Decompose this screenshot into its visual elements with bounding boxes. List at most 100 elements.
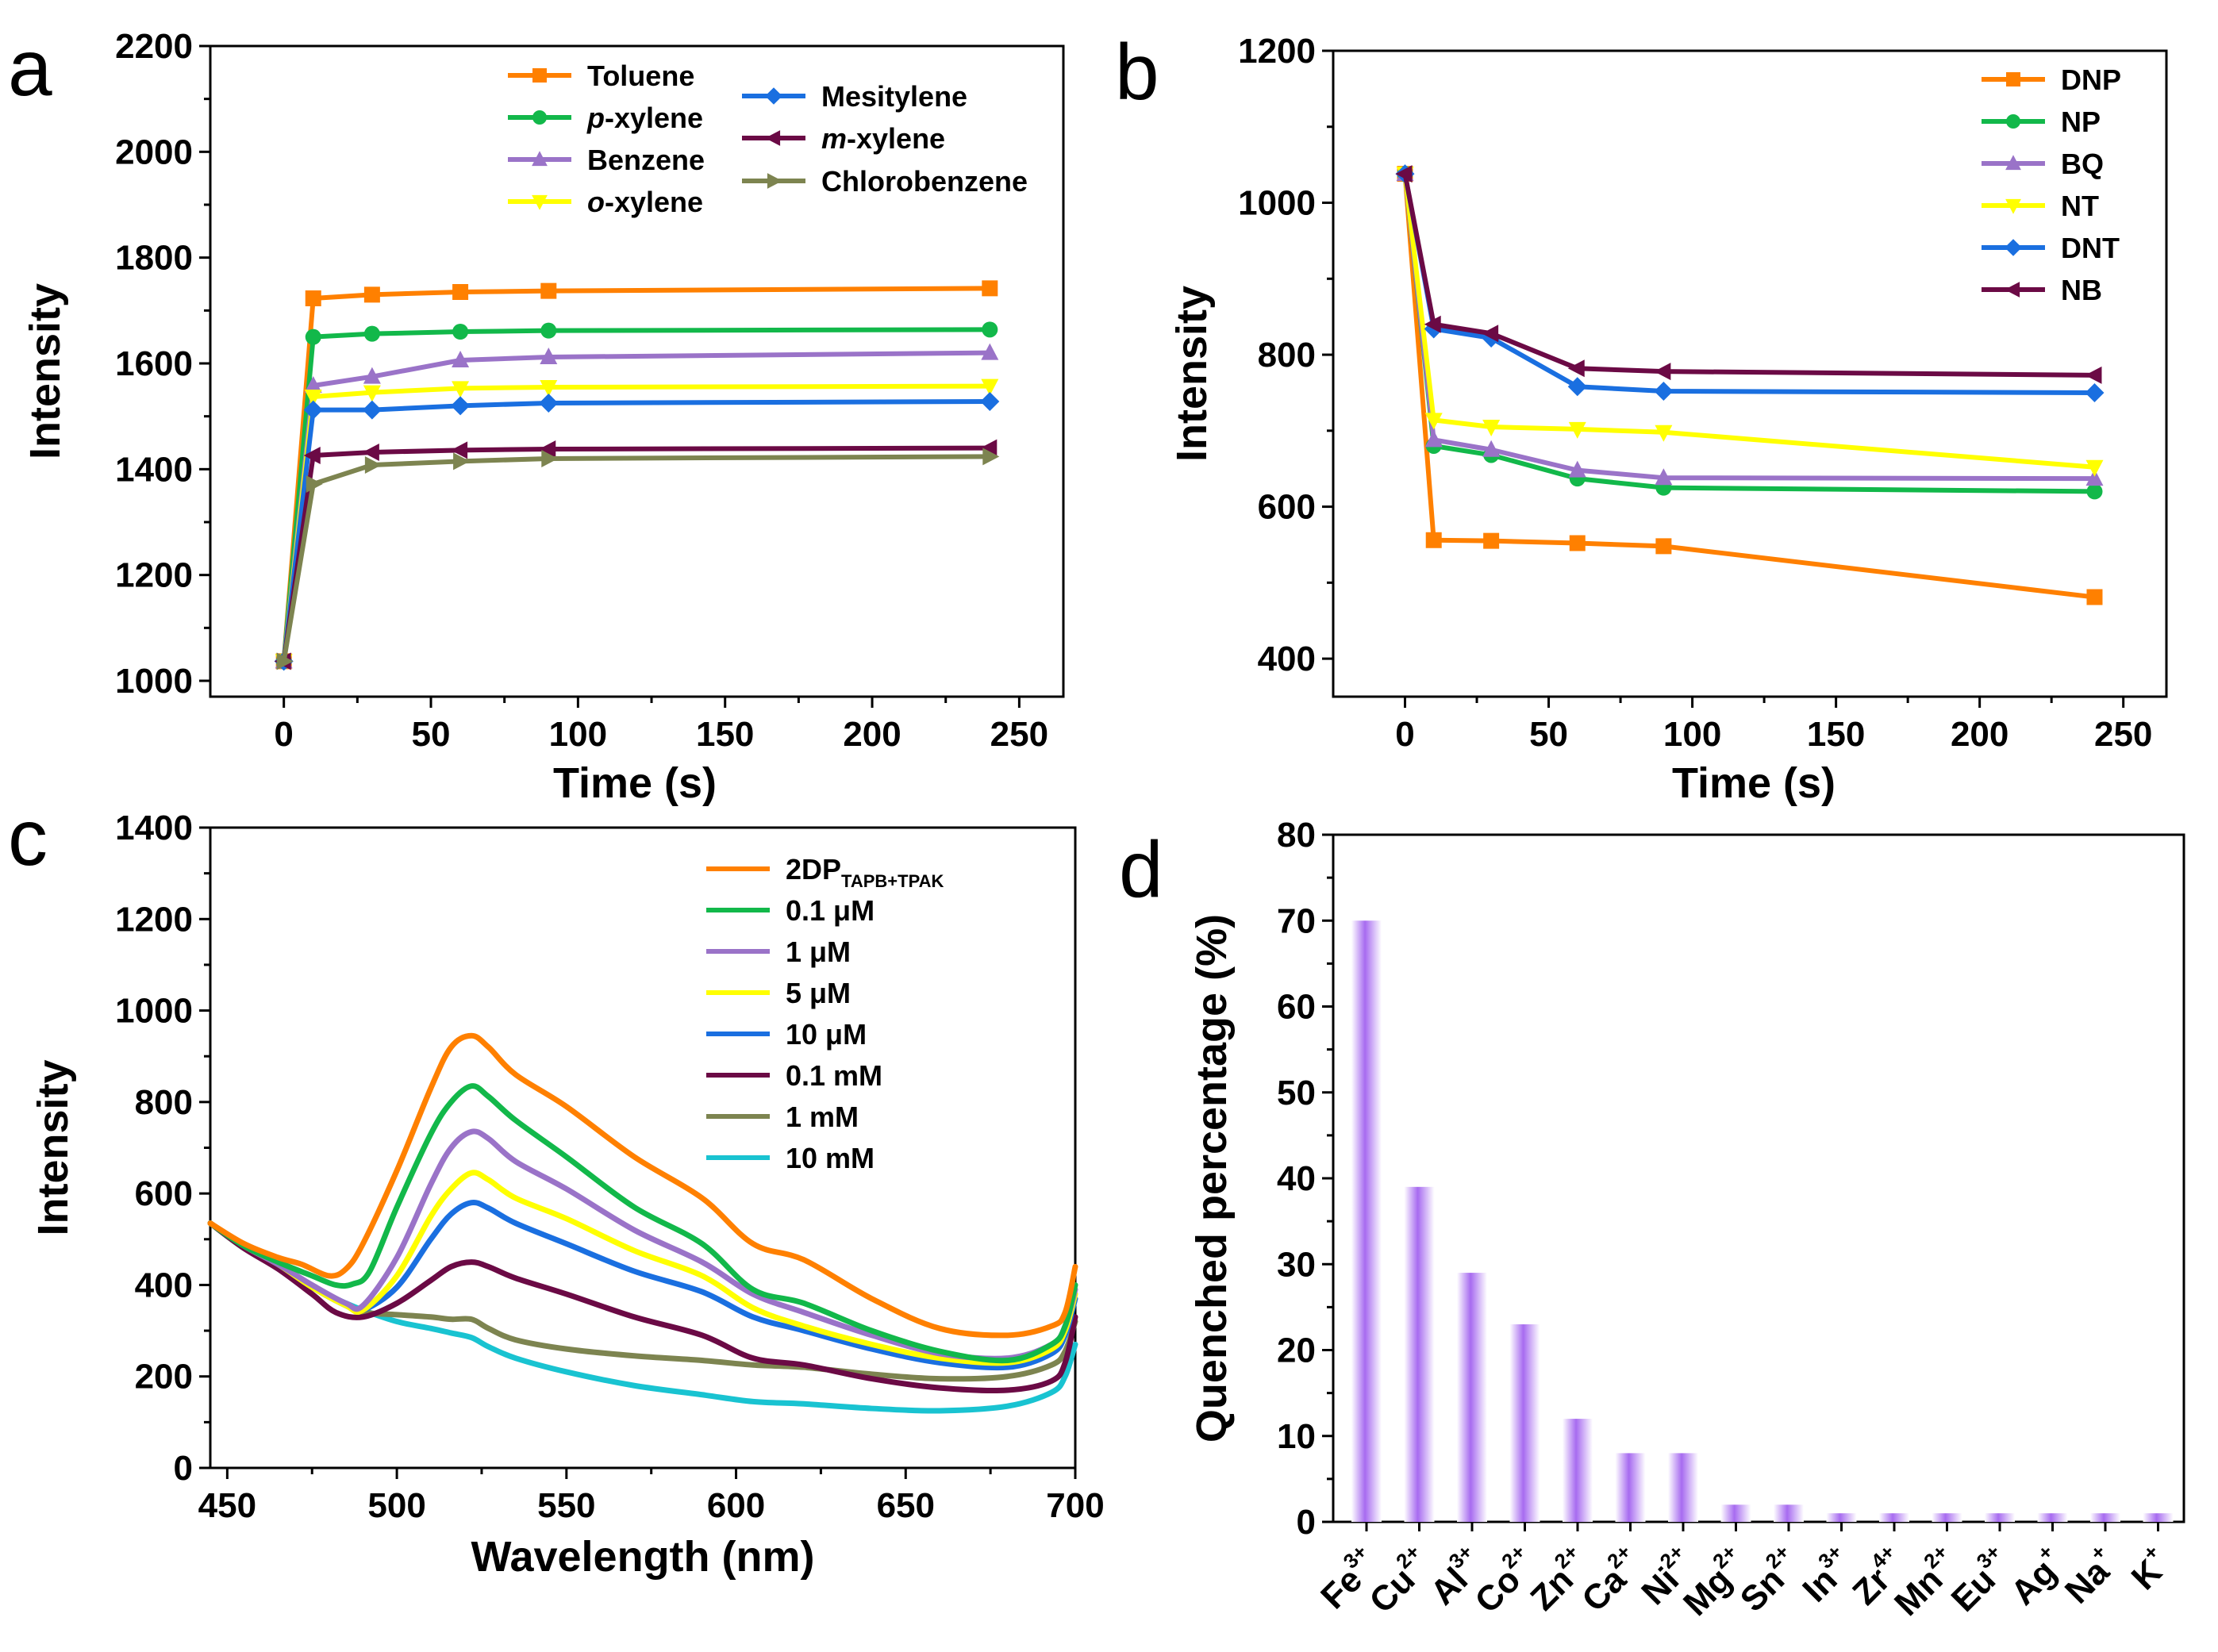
category-base: Mg — [1676, 1560, 1739, 1623]
x-tick-label: 150 — [1807, 715, 1865, 754]
plot-frame — [1332, 49, 2168, 698]
legend-swatch-marker — [532, 110, 547, 125]
legend-label: Benzene — [587, 144, 705, 176]
legend-label: NT — [2061, 190, 2099, 222]
data-point — [362, 400, 382, 420]
category-label: Zn2+ — [1519, 1539, 1597, 1618]
category-label: Ca2+ — [1570, 1539, 1650, 1619]
legend-label: 0.1 mM — [786, 1059, 882, 1092]
legend-item: 10 μM — [706, 1018, 867, 1051]
legend-label-part: 5 μM — [786, 977, 851, 1009]
x-tick-label: 0 — [274, 715, 293, 754]
legend-label: 5 μM — [786, 977, 851, 1009]
data-point — [980, 392, 1000, 411]
data-point — [540, 282, 557, 299]
y-tick-label: 30 — [1277, 1245, 1316, 1284]
legend-label: p-xylene — [586, 102, 703, 134]
legend-item: DNP — [1982, 63, 2121, 96]
legend-item: NP — [1982, 106, 2101, 138]
legend-label-part: NT — [2061, 190, 2099, 222]
data-point — [1654, 382, 1674, 401]
data-point — [2085, 469, 2104, 486]
data-point — [982, 321, 998, 338]
y-tick-label: 0 — [174, 1449, 193, 1488]
data-point — [1395, 165, 1413, 183]
data-point — [1482, 440, 1501, 457]
legend-swatch-marker — [2005, 198, 2021, 214]
legend-label-part: BQ — [2061, 148, 2104, 180]
legend-item: m-xylene — [742, 122, 945, 155]
legend-item: Chlorobenzene — [742, 165, 1028, 198]
legend-label-part: Mesitylene — [821, 80, 967, 113]
panel-c: 0 200 400 600 800 1000 1200 1400 450 500 550 600 650… — [8, 793, 1105, 1581]
data-point — [1568, 460, 1586, 478]
legend-label-part: TAPB+TPAK — [841, 871, 944, 891]
data-point — [982, 280, 998, 297]
data-point — [276, 652, 294, 670]
legend-swatch-marker — [532, 194, 548, 210]
legend-label: 2DPTAPB+TPAK — [786, 853, 944, 891]
legend-item: 2DPTAPB+TPAK — [706, 853, 944, 891]
data-point — [2086, 589, 2103, 605]
bar — [1668, 1453, 1698, 1522]
legend-label-part: NP — [2061, 106, 2101, 138]
bar — [2037, 1513, 2068, 1522]
data-point — [452, 381, 470, 398]
data-point — [2085, 459, 2104, 477]
series-line — [1402, 173, 2095, 494]
data-point — [1655, 425, 1673, 442]
category-label: Eu3+ — [1940, 1539, 2020, 1619]
panel-letter: a — [8, 24, 52, 113]
legend-label-part: 0.1 μM — [786, 894, 875, 927]
bar — [1615, 1453, 1646, 1522]
bar — [1985, 1513, 2015, 1522]
data-point — [540, 380, 558, 397]
y-tick-label: 2000 — [115, 133, 193, 171]
y-tick-label: 50 — [1277, 1074, 1316, 1112]
data-point — [363, 325, 380, 342]
data-point — [1567, 359, 1585, 378]
category-base: Co — [1467, 1560, 1528, 1620]
data-point — [303, 447, 321, 464]
legend-item: NB — [1982, 274, 2102, 306]
bar — [1563, 1419, 1593, 1522]
x-tick-label: 450 — [198, 1486, 256, 1525]
data-point — [363, 367, 381, 384]
legend-label-part: p — [586, 102, 605, 134]
data-point — [304, 376, 322, 393]
panel-letter: d — [1119, 825, 1163, 914]
series-line — [281, 399, 990, 662]
category-label: Na+ — [2054, 1539, 2125, 1611]
data-point — [452, 284, 469, 300]
x-tick-label: 700 — [1046, 1486, 1104, 1525]
x-tick-label: 200 — [1951, 715, 2009, 754]
category-base: Zn — [1523, 1560, 1581, 1618]
x-tick-label: 650 — [877, 1486, 935, 1525]
legend-label: m-xylene — [821, 122, 945, 155]
legend-item: o-xylene — [508, 186, 703, 218]
panel-letter: c — [8, 793, 48, 882]
data-point — [980, 439, 998, 457]
legend-label-part: 0.1 mM — [786, 1059, 882, 1092]
data-point — [981, 378, 999, 396]
legend-item: Benzene — [508, 144, 705, 176]
bar — [1879, 1513, 1909, 1522]
data-point — [2085, 382, 2105, 402]
data-point — [1424, 315, 1441, 333]
series-0 — [207, 1032, 1078, 1339]
data-point — [1655, 468, 1673, 486]
x-tick-label: 50 — [412, 715, 451, 754]
x-tick-label: 550 — [537, 1486, 595, 1525]
data-point — [539, 394, 559, 413]
x-axis-title: Time (s) — [553, 759, 717, 807]
legend-label: NB — [2061, 274, 2102, 306]
legend-swatch-marker — [532, 68, 547, 83]
data-point — [451, 441, 468, 459]
panel-d: 0 10 20 30 40 50 60 70 80 Quenched percentage (%)… — [1119, 816, 2185, 1623]
category-base: Ca — [1574, 1560, 1634, 1619]
series-line — [1402, 173, 2095, 470]
bar — [2090, 1513, 2120, 1522]
x-tick-label: 150 — [696, 715, 754, 754]
legend: Toluenep-xyleneBenzeneo-xyleneMesitylene… — [508, 60, 1028, 218]
legend-label: 0.1 μM — [786, 894, 875, 927]
